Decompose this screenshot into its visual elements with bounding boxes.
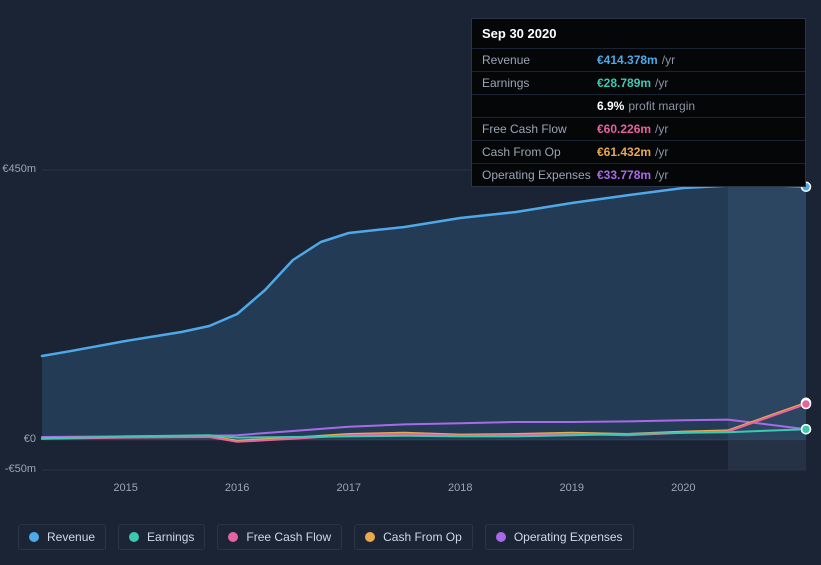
legend-label: Earnings <box>147 530 194 544</box>
tooltip-value: €414.378m <box>597 53 658 67</box>
y-axis-label: -€50m <box>0 463 36 475</box>
legend-swatch <box>129 532 139 542</box>
legend-label: Operating Expenses <box>514 530 623 544</box>
tooltip-label <box>482 99 597 113</box>
tooltip-label: Cash From Op <box>482 145 597 159</box>
tooltip-row: Operating Expenses€33.778m/yr <box>472 163 805 186</box>
x-axis-label: 2016 <box>225 482 249 494</box>
tooltip-value: 6.9% <box>597 99 624 113</box>
tooltip-unit: profit margin <box>628 99 695 113</box>
x-axis-label: 2020 <box>671 482 695 494</box>
legend-label: Revenue <box>47 530 95 544</box>
legend-label: Cash From Op <box>383 530 462 544</box>
tooltip-unit: /yr <box>662 53 675 67</box>
y-axis-label: €450m <box>0 163 36 175</box>
tooltip-label: Operating Expenses <box>482 168 597 182</box>
legend-item[interactable]: Free Cash Flow <box>217 524 342 550</box>
tooltip-unit: /yr <box>655 122 668 136</box>
legend-label: Free Cash Flow <box>246 530 331 544</box>
tooltip-label: Earnings <box>482 76 597 90</box>
tooltip-value: €33.778m <box>597 168 651 182</box>
tooltip-unit: /yr <box>655 76 668 90</box>
tooltip-unit: /yr <box>655 168 668 182</box>
x-axis-label: 2015 <box>113 482 137 494</box>
tooltip-row: Earnings€28.789m/yr <box>472 71 805 94</box>
tooltip-row: Free Cash Flow€60.226m/yr <box>472 117 805 140</box>
tooltip-row: Revenue€414.378m/yr <box>472 48 805 71</box>
tooltip-row: Cash From Op€61.432m/yr <box>472 140 805 163</box>
legend-swatch <box>29 532 39 542</box>
legend-item[interactable]: Earnings <box>118 524 205 550</box>
x-axis-label: 2019 <box>560 482 584 494</box>
y-axis-label: €0 <box>0 433 36 445</box>
tooltip-unit: /yr <box>655 145 668 159</box>
legend-swatch <box>228 532 238 542</box>
tooltip-date: Sep 30 2020 <box>472 19 805 48</box>
tooltip-value: €60.226m <box>597 122 651 136</box>
x-axis-label: 2018 <box>448 482 472 494</box>
x-axis-label: 2017 <box>336 482 360 494</box>
legend-item[interactable]: Revenue <box>18 524 106 550</box>
legend-swatch <box>365 532 375 542</box>
tooltip-label: Revenue <box>482 53 597 67</box>
legend-swatch <box>496 532 506 542</box>
chart-legend: Revenue Earnings Free Cash Flow Cash From O… <box>18 524 634 550</box>
legend-item[interactable]: Cash From Op <box>354 524 473 550</box>
tooltip-label: Free Cash Flow <box>482 122 597 136</box>
legend-item[interactable]: Operating Expenses <box>485 524 634 550</box>
tooltip-value: €28.789m <box>597 76 651 90</box>
data-tooltip: Sep 30 2020 Revenue€414.378m/yrEarnings€… <box>471 18 806 187</box>
tooltip-value: €61.432m <box>597 145 651 159</box>
tooltip-row: 6.9% profit margin <box>472 94 805 117</box>
